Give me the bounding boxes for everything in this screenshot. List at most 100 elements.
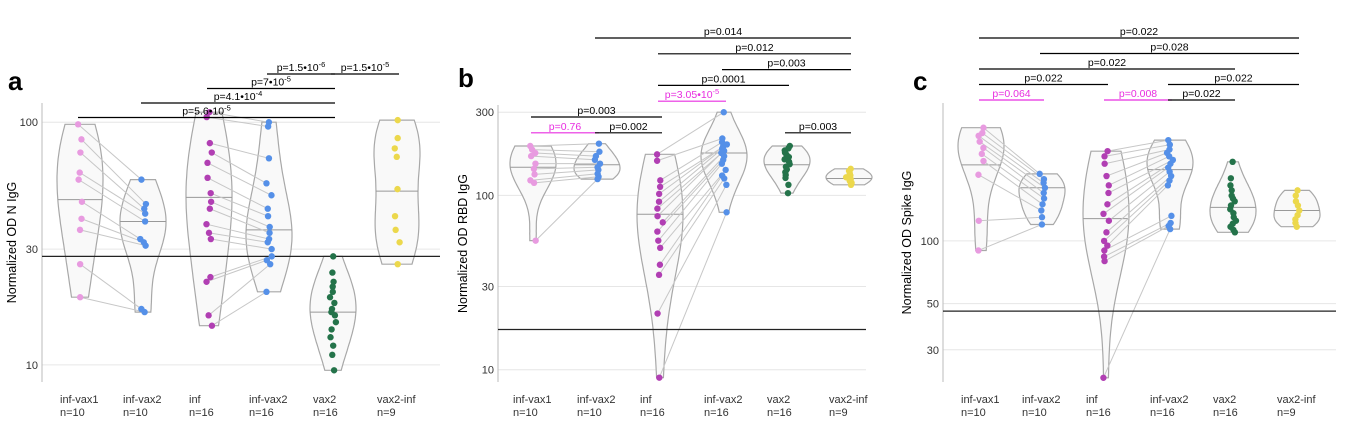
pair-line: [662, 155, 725, 223]
data-point: [1228, 187, 1235, 194]
data-point: [1293, 223, 1300, 230]
data-point: [208, 149, 215, 156]
x-tick-count: n=16: [640, 407, 665, 419]
data-point: [1040, 195, 1048, 202]
data-point: [1100, 237, 1108, 245]
x-tick-count: n=10: [123, 407, 148, 419]
data-point: [723, 209, 730, 216]
data-point: [203, 220, 210, 228]
pair-line: [657, 184, 727, 314]
data-point: [656, 183, 664, 191]
violin-inf: [1082, 150, 1130, 379]
data-point: [532, 237, 539, 244]
data-point: [76, 169, 83, 176]
data-point: [656, 374, 663, 381]
data-point: [1105, 189, 1112, 197]
data-point: [264, 212, 272, 220]
pair-line: [534, 176, 599, 184]
pair-line: [656, 138, 723, 162]
data-point: [264, 205, 271, 212]
p-value-label: p=0.0001: [701, 73, 745, 85]
data-point: [721, 175, 728, 182]
data-point: [785, 181, 792, 189]
pair-line: [530, 173, 598, 181]
data-point: [1105, 182, 1112, 189]
x-tick-label: vax2-inf: [1277, 394, 1316, 406]
p-value-exponent: -5: [284, 75, 291, 84]
data-point: [206, 205, 214, 212]
data-point: [330, 278, 337, 285]
panel-letter: b: [458, 63, 474, 93]
data-point: [141, 218, 149, 225]
data-point: [532, 160, 539, 167]
p-value-label: p=0.022: [1120, 26, 1158, 38]
pair-line: [210, 255, 272, 278]
data-point: [207, 189, 214, 197]
p-value-exponent: -5: [224, 104, 231, 113]
data-point: [530, 179, 538, 187]
pair-line: [535, 178, 598, 241]
panel-letter: c: [913, 66, 927, 96]
pair-line: [983, 147, 1045, 194]
pair-line: [660, 141, 723, 181]
data-point: [655, 198, 663, 205]
pair-line: [978, 174, 1042, 211]
pair-line: [81, 201, 141, 240]
p-value-label: p=0.014: [704, 26, 742, 38]
data-point: [391, 212, 399, 220]
data-point: [1036, 170, 1043, 178]
pair-line: [1104, 225, 1169, 262]
data-point: [264, 239, 271, 246]
pair-line: [206, 259, 268, 283]
x-tick-label: vax2: [1213, 394, 1236, 406]
data-point: [392, 226, 399, 234]
data-point: [263, 180, 270, 187]
x-tick-label: vax2-inf: [829, 394, 868, 406]
data-point: [1041, 184, 1049, 192]
data-point: [654, 205, 661, 212]
x-tick-count: n=9: [1277, 407, 1296, 419]
x-tick-count: n=16: [1086, 407, 1111, 419]
pair-line: [535, 152, 596, 157]
x-tick-label: inf-vax2: [577, 394, 616, 406]
data-point: [330, 367, 338, 374]
data-point: [591, 156, 599, 164]
x-tick-count: n=16: [1213, 407, 1238, 419]
data-point: [266, 223, 273, 231]
x-tick-count: n=10: [1022, 407, 1047, 419]
pair-line: [81, 218, 144, 243]
data-point: [328, 326, 335, 333]
pair-line: [982, 132, 1045, 180]
data-point: [656, 244, 664, 252]
x-tick-count: n=16: [249, 407, 274, 419]
data-point: [332, 318, 340, 326]
data-point: [266, 229, 273, 237]
data-point: [266, 260, 274, 268]
p-value-label: p=3.05•10-5: [665, 87, 719, 101]
pair-line: [1103, 180, 1170, 242]
data-point: [76, 260, 84, 268]
p-value-label: p=0.003: [577, 105, 615, 117]
p-value-label: p=0.008: [1119, 88, 1157, 100]
x-tick-count: n=16: [189, 407, 214, 419]
data-point: [659, 219, 666, 226]
pair-line: [533, 166, 598, 170]
violin-inf: [185, 111, 233, 327]
pair-line: [659, 144, 728, 188]
p-value-label: p=4.1•10-4: [214, 89, 263, 103]
data-point: [1168, 212, 1175, 220]
pair-line: [657, 150, 725, 209]
data-point: [1103, 229, 1110, 236]
pair-line: [1106, 152, 1168, 177]
data-point: [329, 351, 336, 359]
data-point: [596, 148, 603, 155]
pair-line: [1108, 159, 1174, 194]
data-point: [141, 210, 149, 217]
data-point: [975, 247, 982, 254]
x-tick-label: inf: [640, 394, 653, 406]
pair-line: [979, 141, 1046, 189]
y-axis-label: Normalized OD N IgG: [5, 182, 19, 304]
data-point: [784, 189, 792, 197]
